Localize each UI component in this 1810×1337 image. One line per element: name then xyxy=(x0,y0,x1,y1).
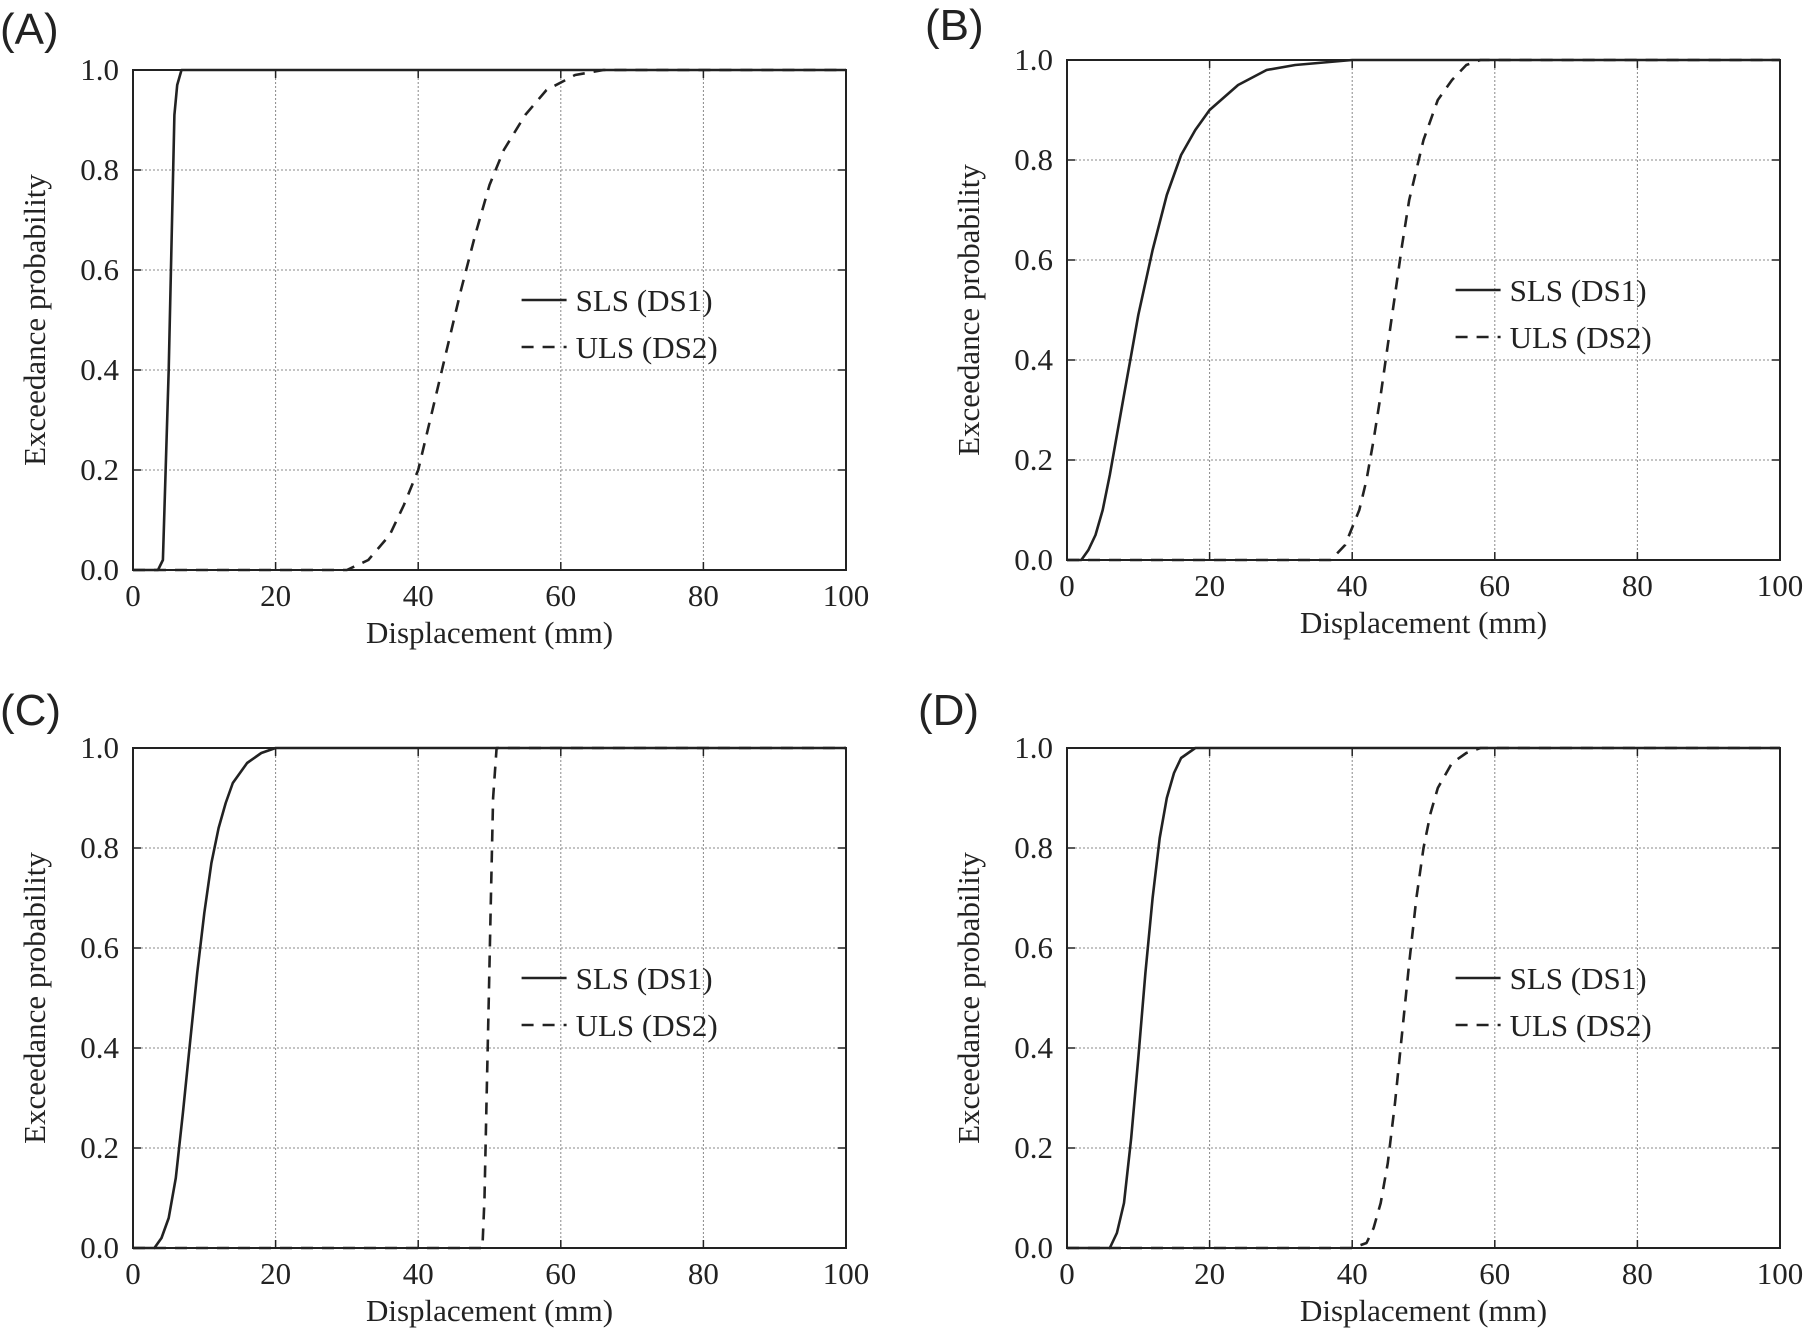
y-tick-label: 0.6 xyxy=(80,252,119,287)
x-tick-label: 100 xyxy=(823,578,870,613)
x-tick-label: 40 xyxy=(403,578,434,613)
y-tick-label: 1.0 xyxy=(1014,42,1053,77)
legend-label: SLS (DS1) xyxy=(576,283,713,318)
series-line-uls-ds2 xyxy=(1067,746,1780,1250)
y-tick-label: 0.2 xyxy=(1014,442,1053,477)
y-tick-label: 0.8 xyxy=(1014,142,1053,177)
y-tick-label: 0.6 xyxy=(1014,242,1053,277)
legend-label: ULS (DS2) xyxy=(576,330,718,365)
x-axis-title: Displacement (mm) xyxy=(1300,1293,1547,1328)
series-line-sls-ds1 xyxy=(133,68,846,572)
y-axis-title: Exceedance probability xyxy=(17,174,52,466)
panel-label: (B) xyxy=(925,1,984,50)
y-tick-label: 0.4 xyxy=(80,1030,119,1065)
y-tick-label: 1.0 xyxy=(1014,730,1053,765)
y-tick-label: 0.8 xyxy=(80,830,119,865)
x-tick-label: 60 xyxy=(545,578,576,613)
x-tick-label: 60 xyxy=(1479,568,1510,603)
y-tick-label: 0.4 xyxy=(1014,342,1053,377)
y-tick-label: 0.0 xyxy=(1014,542,1053,577)
y-tick-label: 0.8 xyxy=(80,152,119,187)
plot-frame xyxy=(132,69,847,571)
y-tick-label: 0.0 xyxy=(80,1230,119,1265)
x-tick-label: 20 xyxy=(260,1256,291,1291)
y-tick-label: 0.0 xyxy=(80,552,119,587)
x-tick-label: 60 xyxy=(545,1256,576,1291)
x-axis-title: Displacement (mm) xyxy=(366,615,613,650)
legend-label: SLS (DS1) xyxy=(1510,273,1647,308)
x-tick-label: 0 xyxy=(1059,1256,1075,1291)
x-tick-label: 40 xyxy=(403,1256,434,1291)
x-tick-label: 0 xyxy=(125,1256,141,1291)
legend-label: ULS (DS2) xyxy=(1510,1008,1652,1043)
y-axis-title: Exceedance probability xyxy=(17,852,52,1144)
y-tick-label: 0.2 xyxy=(80,452,119,487)
x-tick-label: 80 xyxy=(688,1256,719,1291)
y-tick-label: 0.6 xyxy=(80,930,119,965)
chart-panel-2: (B) 0 20 40 60 80 100 0.0 0.2 0.4 0.6 0.8 1.0 Displac… xyxy=(925,1,1803,640)
x-tick-label: 100 xyxy=(1757,1256,1804,1291)
x-tick-label: 100 xyxy=(1757,568,1804,603)
chart-panel-1: (A) 0 20 40 60 80 100 0.0 0.2 0.4 0.6 0.8 1.0 Displac… xyxy=(0,5,869,650)
plot-frame xyxy=(1066,59,1781,561)
legend-label: ULS (DS2) xyxy=(576,1008,718,1043)
y-tick-label: 0.4 xyxy=(80,352,119,387)
x-tick-label: 60 xyxy=(1479,1256,1510,1291)
x-tick-label: 80 xyxy=(1622,1256,1653,1291)
panel-label: (C) xyxy=(0,686,61,735)
panel-label: (A) xyxy=(0,5,59,54)
x-tick-label: 20 xyxy=(1194,1256,1225,1291)
x-tick-label: 0 xyxy=(1059,568,1075,603)
chart-panel-4: (D) 0 20 40 60 80 100 0.0 0.2 0.4 0.6 0.8 1.0 Displac… xyxy=(918,686,1803,1328)
y-tick-label: 0.8 xyxy=(1014,830,1053,865)
x-axis-title: Displacement (mm) xyxy=(1300,605,1547,640)
x-tick-label: 80 xyxy=(1622,568,1653,603)
x-tick-label: 40 xyxy=(1337,1256,1368,1291)
plot-frame xyxy=(1066,747,1781,1249)
y-tick-label: 1.0 xyxy=(80,730,119,765)
series-line-uls-ds2 xyxy=(1067,58,1780,562)
chart-panel-3: (C) 0 20 40 60 80 100 0.0 0.2 0.4 0.6 0.8 1.0 Displac… xyxy=(0,686,869,1328)
x-tick-label: 40 xyxy=(1337,568,1368,603)
legend-label: SLS (DS1) xyxy=(576,961,713,996)
legend-label: SLS (DS1) xyxy=(1510,961,1647,996)
y-tick-label: 0.6 xyxy=(1014,930,1053,965)
x-tick-label: 20 xyxy=(1194,568,1225,603)
y-tick-label: 0.4 xyxy=(1014,1030,1053,1065)
series-line-uls-ds2 xyxy=(133,68,846,572)
x-axis-title: Displacement (mm) xyxy=(366,1293,613,1328)
y-tick-label: 0.2 xyxy=(1014,1130,1053,1165)
plot-frame xyxy=(132,747,847,1249)
x-tick-label: 100 xyxy=(823,1256,870,1291)
y-tick-label: 1.0 xyxy=(80,52,119,87)
y-axis-title: Exceedance probability xyxy=(951,164,986,456)
y-axis-title: Exceedance probability xyxy=(951,852,986,1144)
legend-label: ULS (DS2) xyxy=(1510,320,1652,355)
panel-label: (D) xyxy=(918,686,979,735)
series-line-sls-ds1 xyxy=(1067,58,1780,562)
x-tick-label: 20 xyxy=(260,578,291,613)
series-line-sls-ds1 xyxy=(1067,746,1780,1250)
x-tick-label: 0 xyxy=(125,578,141,613)
x-tick-label: 80 xyxy=(688,578,719,613)
y-tick-label: 0.2 xyxy=(80,1130,119,1165)
y-tick-label: 0.0 xyxy=(1014,1230,1053,1265)
series-line-uls-ds2 xyxy=(133,746,846,1250)
